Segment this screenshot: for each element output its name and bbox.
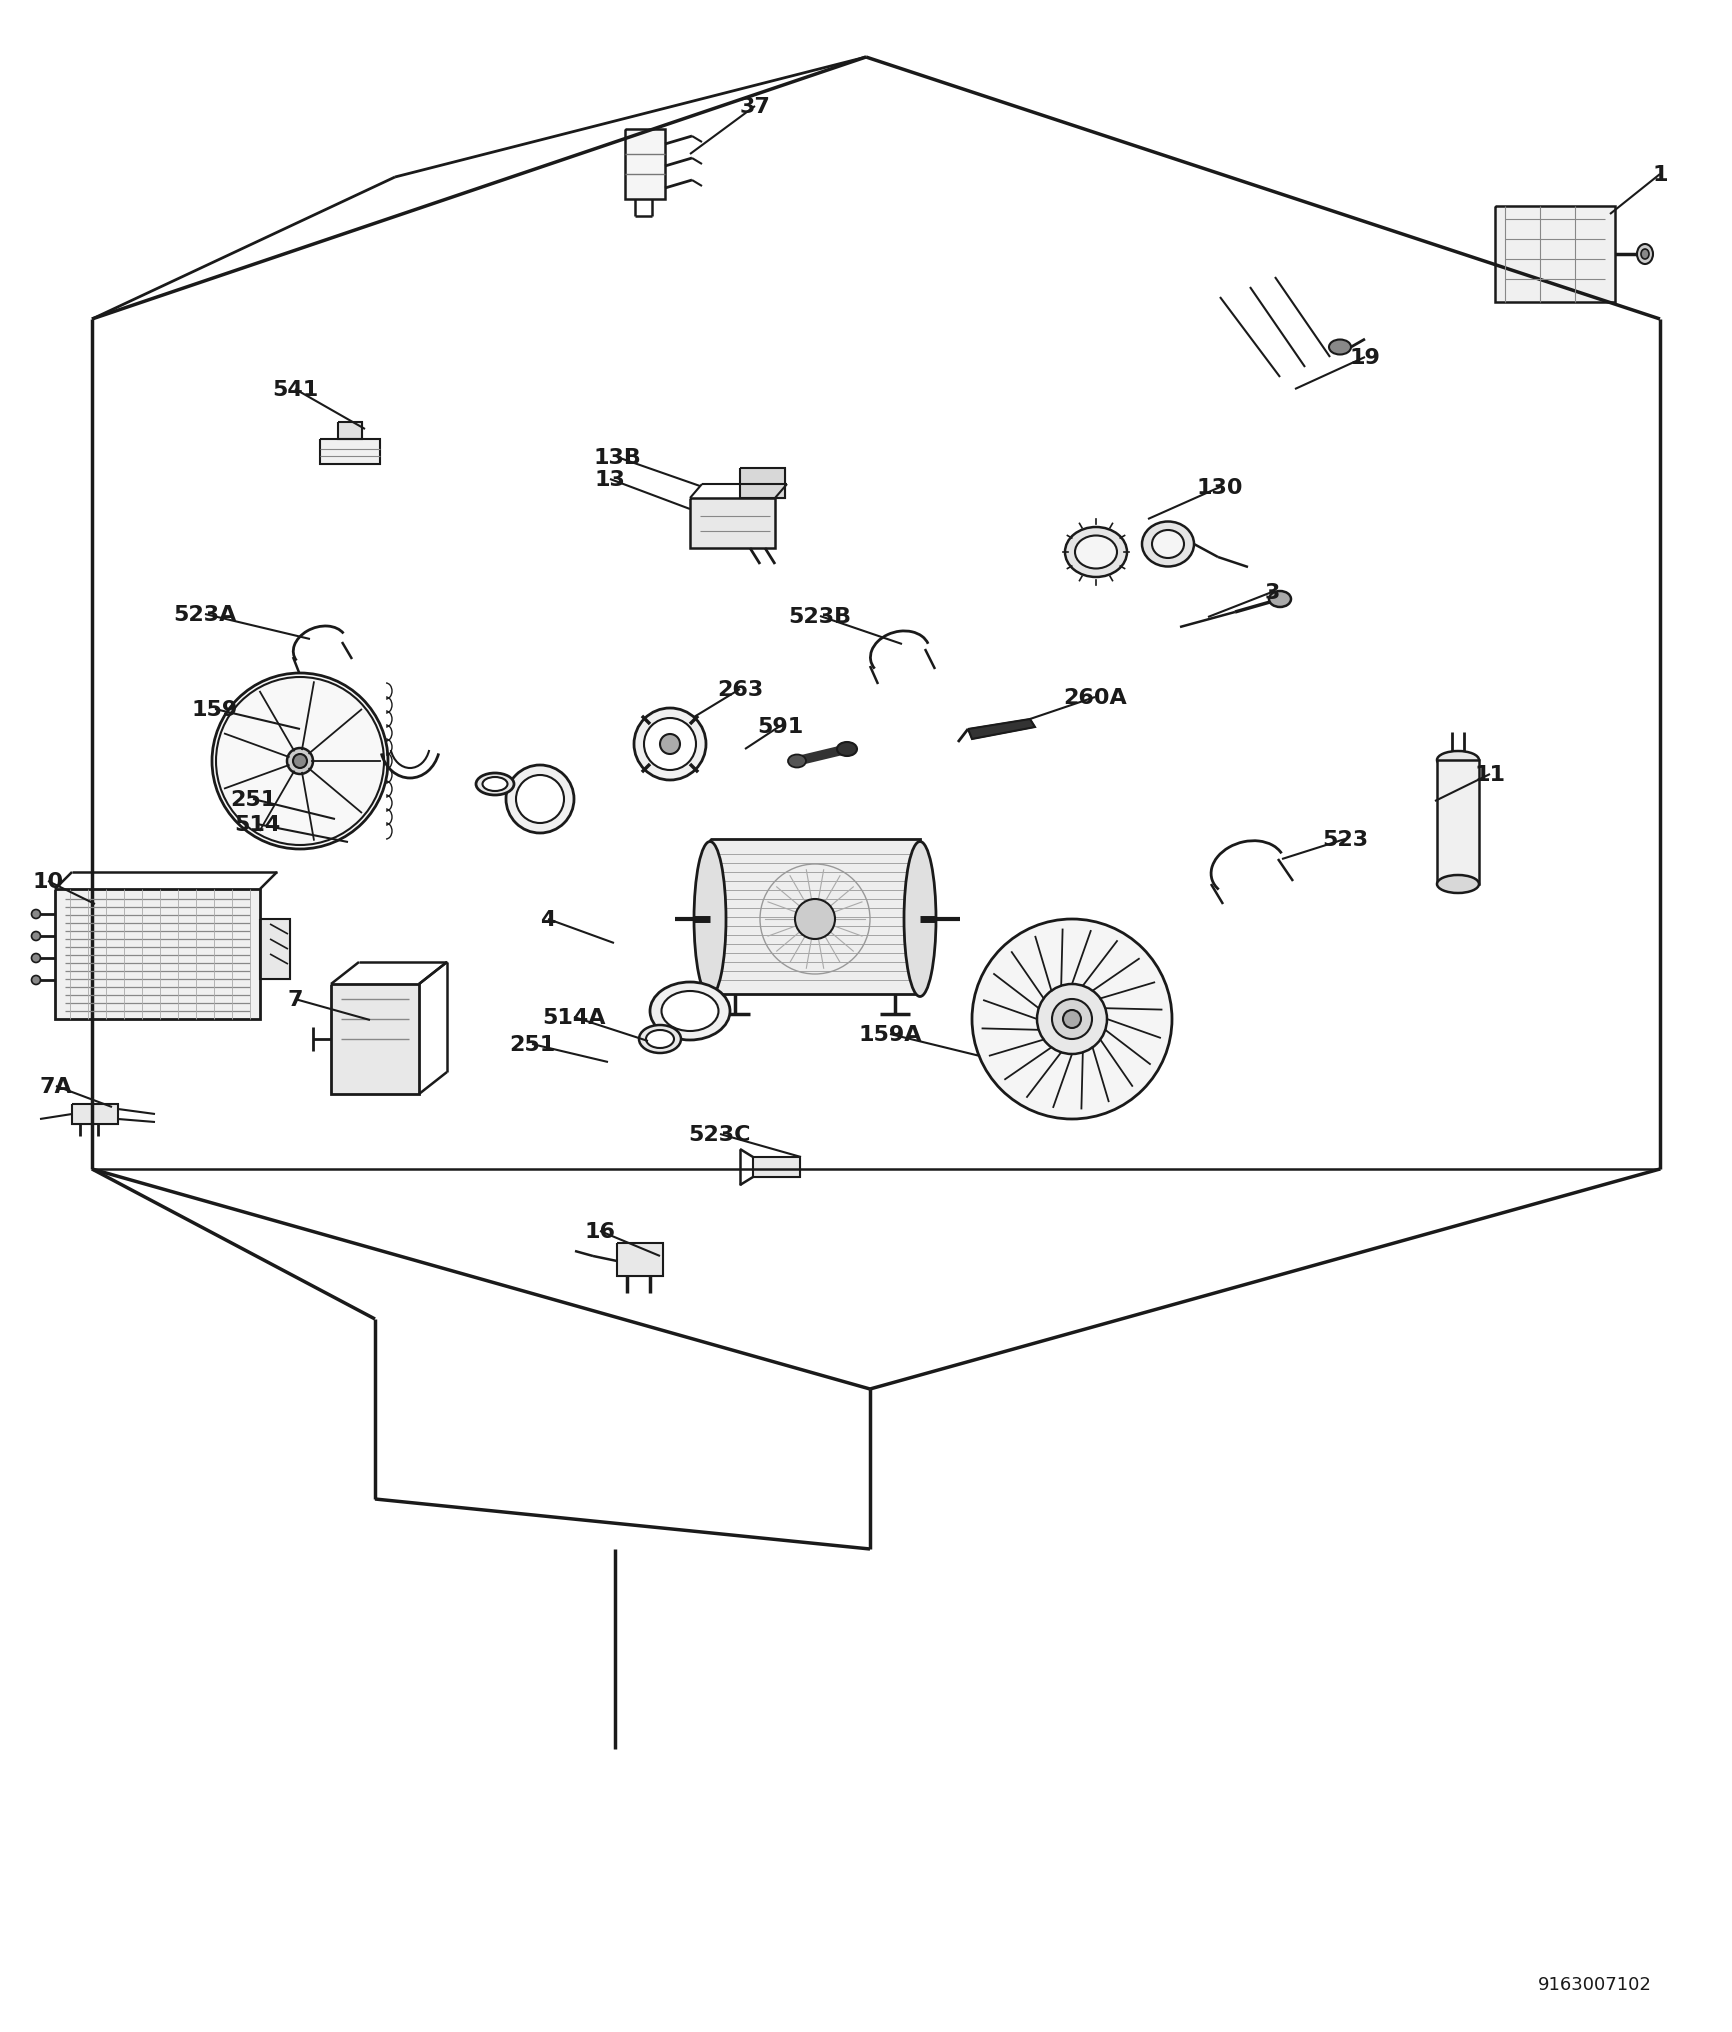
Ellipse shape [1062,1010,1081,1028]
Text: 591: 591 [757,717,802,738]
Text: 523A: 523A [173,606,237,624]
Text: 1: 1 [1651,165,1666,185]
Text: 16: 16 [584,1221,615,1242]
Text: 3: 3 [1264,583,1278,604]
Ellipse shape [837,742,857,756]
Text: 13B: 13B [592,447,641,467]
Text: 541: 541 [272,380,319,400]
Text: 7: 7 [288,990,303,1010]
Polygon shape [1495,207,1614,303]
Ellipse shape [1065,528,1126,577]
Ellipse shape [1328,339,1351,356]
Text: 37: 37 [740,98,771,118]
Ellipse shape [644,719,696,770]
Ellipse shape [31,933,40,941]
Ellipse shape [1436,876,1477,894]
Polygon shape [55,890,260,1020]
Polygon shape [689,498,774,549]
Text: 159A: 159A [857,1024,921,1044]
Text: 4: 4 [540,910,556,929]
Text: 9163007102: 9163007102 [1538,1975,1651,1993]
Ellipse shape [506,766,573,833]
Ellipse shape [650,983,729,1040]
Polygon shape [331,986,419,1095]
Text: 514: 514 [234,815,281,835]
Ellipse shape [904,841,935,998]
Polygon shape [625,130,665,199]
Text: 7A: 7A [40,1077,73,1097]
Text: 523B: 523B [788,608,850,626]
Polygon shape [338,423,362,439]
Ellipse shape [1152,530,1183,559]
Ellipse shape [31,910,40,918]
Ellipse shape [1051,1000,1091,1040]
Ellipse shape [516,776,563,823]
Ellipse shape [646,1030,674,1049]
Polygon shape [260,920,289,979]
Ellipse shape [662,992,719,1032]
Text: 159: 159 [192,699,237,719]
Ellipse shape [788,756,805,768]
Ellipse shape [1268,591,1290,608]
Text: 13: 13 [594,469,625,490]
Ellipse shape [634,709,705,780]
Ellipse shape [288,748,313,774]
Text: 523: 523 [1322,829,1367,849]
Polygon shape [968,719,1034,740]
Ellipse shape [1074,536,1117,569]
Polygon shape [740,469,785,498]
Ellipse shape [1141,522,1193,567]
Ellipse shape [211,675,388,849]
Polygon shape [617,1244,663,1276]
Text: 514A: 514A [542,1008,606,1028]
Ellipse shape [1436,752,1477,770]
Ellipse shape [795,900,835,939]
Polygon shape [753,1158,800,1177]
Ellipse shape [31,955,40,963]
Text: 260A: 260A [1062,687,1126,707]
Polygon shape [73,1105,118,1124]
Text: 19: 19 [1349,347,1380,368]
Ellipse shape [1637,246,1652,264]
Ellipse shape [476,774,514,797]
Ellipse shape [972,920,1171,1120]
Polygon shape [710,839,920,994]
Text: 523C: 523C [688,1124,750,1144]
Text: 130: 130 [1197,478,1242,498]
Ellipse shape [1036,986,1107,1055]
Ellipse shape [481,778,507,792]
Text: 263: 263 [717,679,762,699]
Polygon shape [320,439,379,465]
Ellipse shape [639,1026,681,1053]
Ellipse shape [693,841,726,998]
Text: 251: 251 [230,790,275,809]
Text: 251: 251 [509,1034,554,1055]
Text: 10: 10 [33,872,64,892]
Bar [1436,760,1477,884]
Ellipse shape [660,736,679,754]
Ellipse shape [293,754,307,768]
Text: 11: 11 [1474,764,1505,784]
Ellipse shape [31,975,40,986]
Ellipse shape [1640,250,1649,260]
